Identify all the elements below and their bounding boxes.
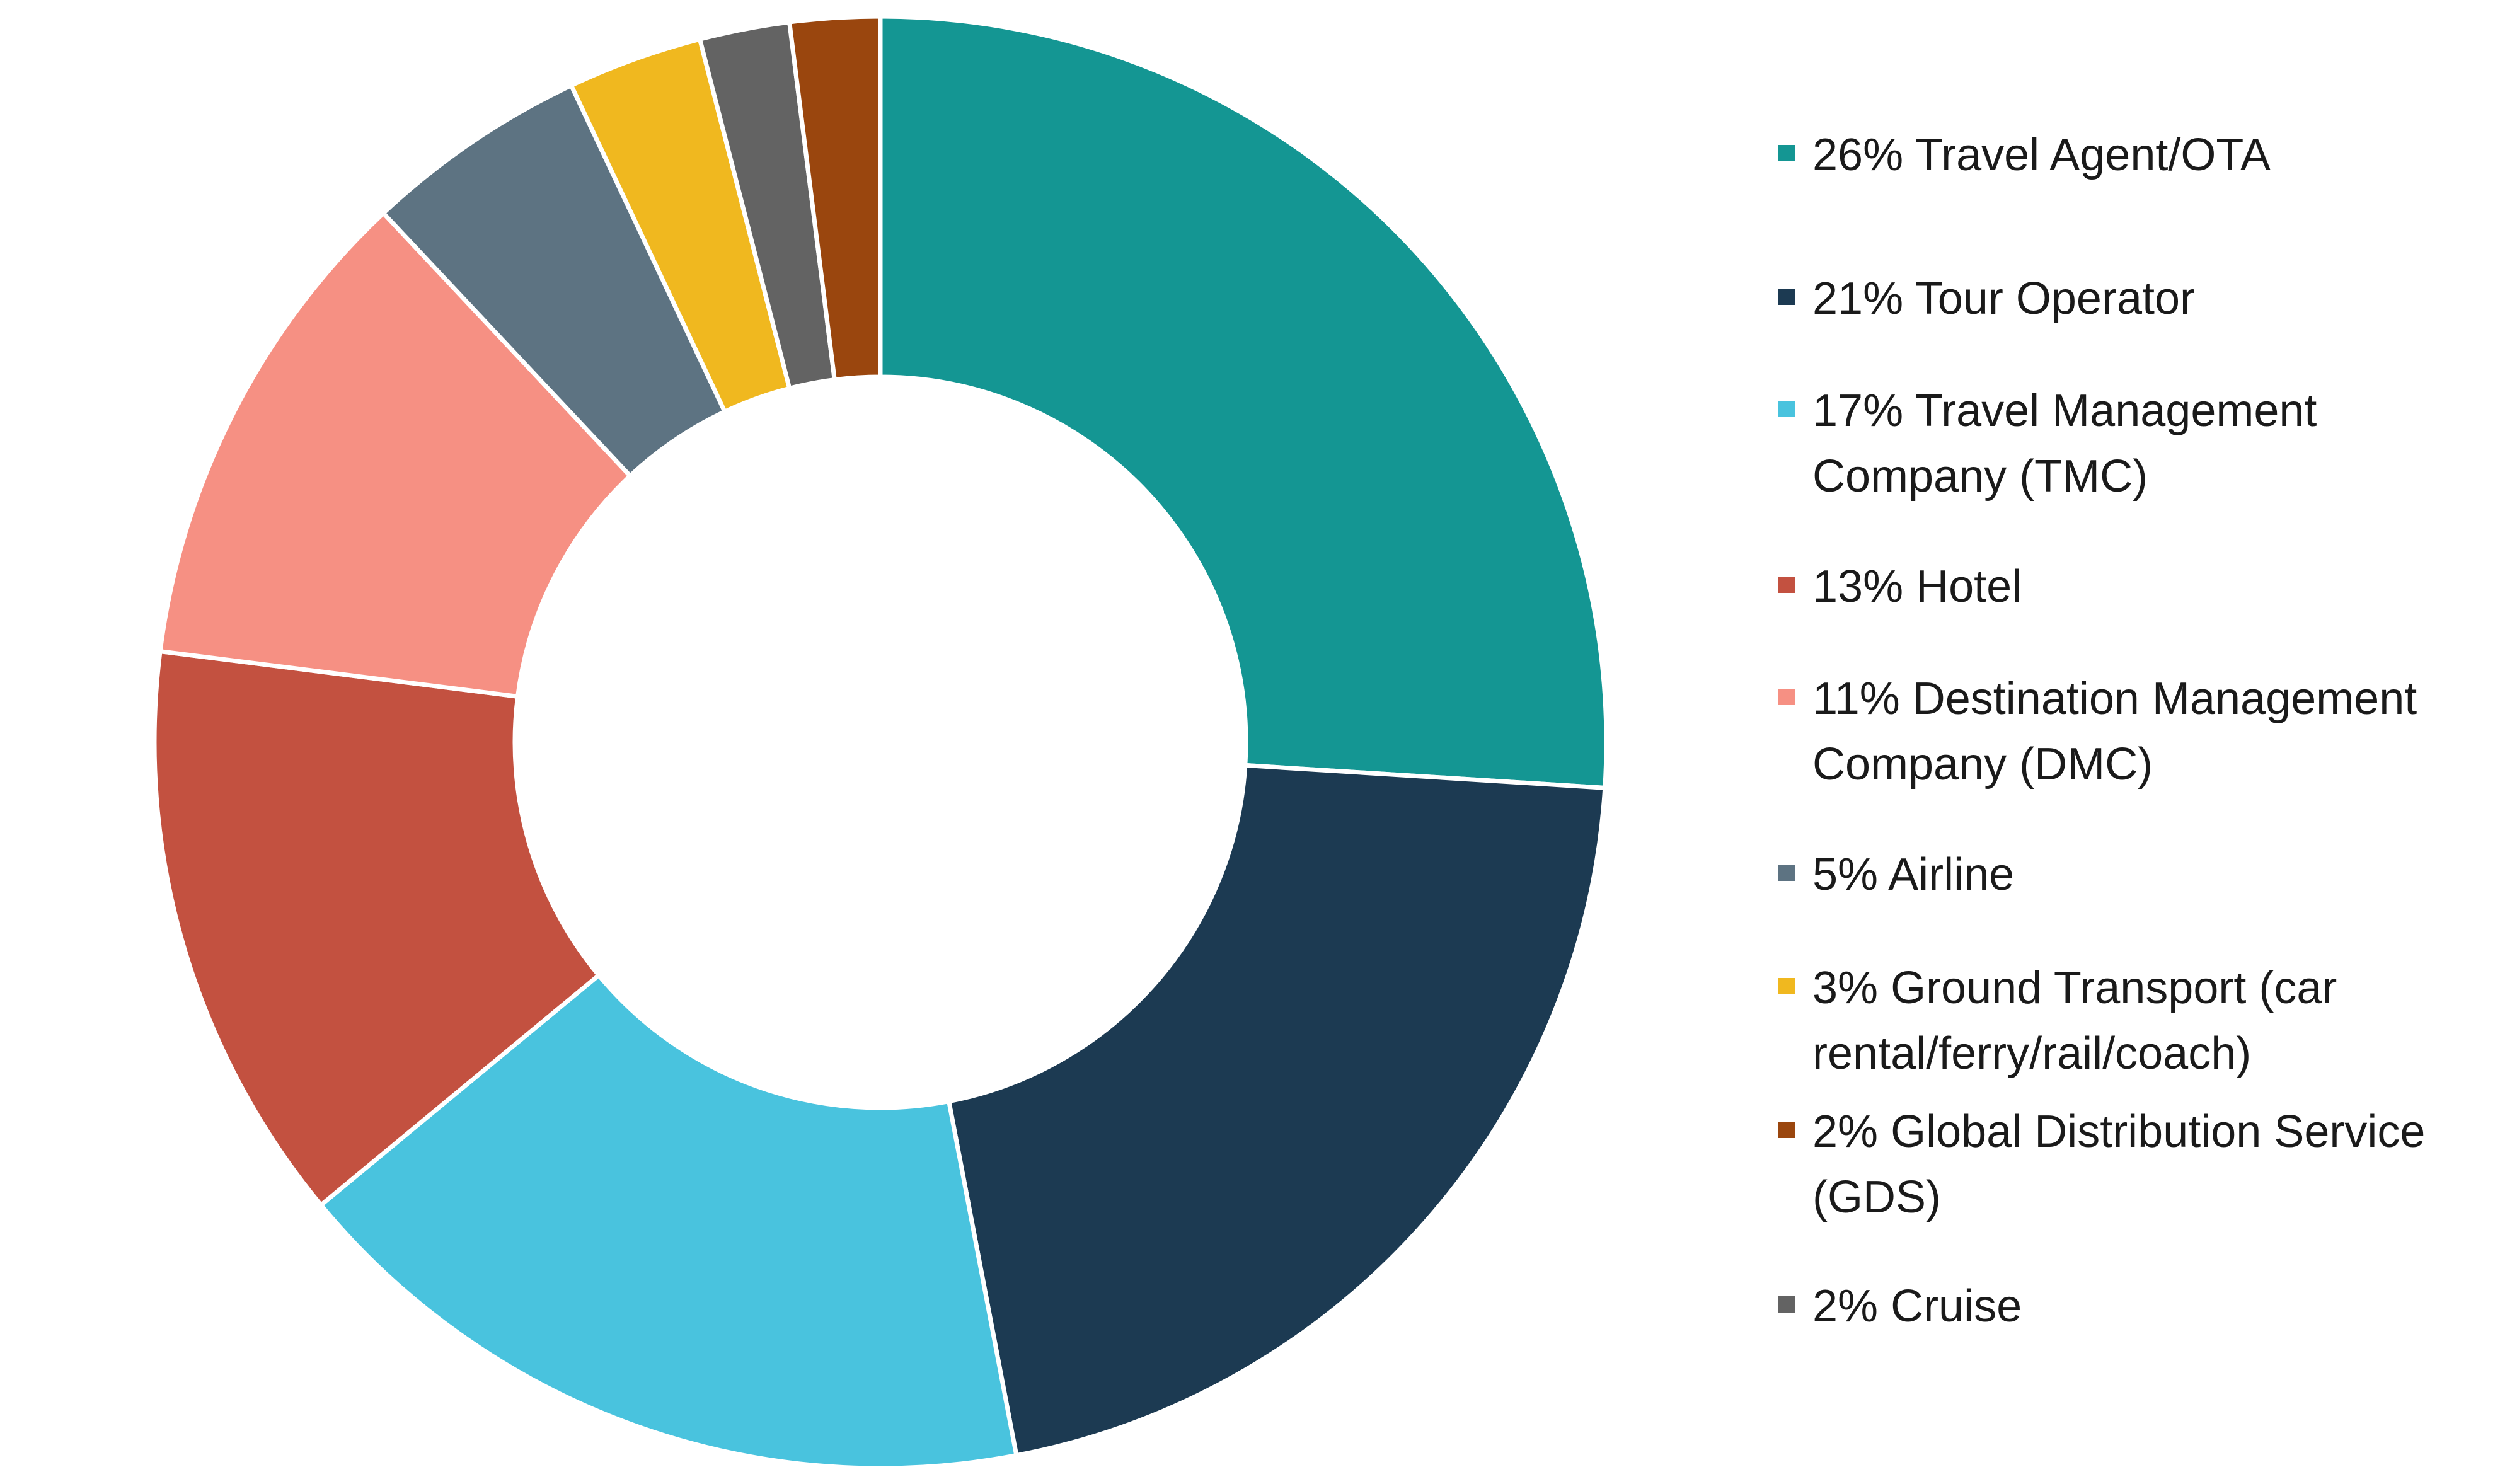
legend-label-7-line-0: 2% Cruise <box>1812 1281 2022 1332</box>
donut-slice-0 <box>878 14 1609 790</box>
donut-slices <box>152 14 1609 1471</box>
legend-swatch-5 <box>1778 865 1795 881</box>
legend-label-0-line-0: 26% Travel Agent/OTA <box>1812 130 2271 180</box>
legend: 26% Travel Agent/OTA 21% Tour Operator 17%… <box>1778 130 2425 1332</box>
legend-label-2-line-0: 17% Travel Management <box>1812 386 2317 436</box>
legend-label-2-line-1: Company (TMC) <box>1812 451 2148 502</box>
donut-slice-8 <box>787 14 883 383</box>
legend-label-3-line-0: 13% Hotel <box>1812 561 2022 612</box>
donut-slice-2 <box>318 973 1019 1471</box>
legend-label-1-line-0: 21% Tour Operator <box>1812 273 2195 324</box>
legend-label-4-line-1: Company (DMC) <box>1812 739 2153 790</box>
legend-label-4-line-0: 11% Destination Management <box>1812 674 2417 724</box>
legend-swatch-7 <box>1778 1296 1795 1313</box>
legend-swatch-3 <box>1778 577 1795 593</box>
legend-swatch-4 <box>1778 689 1795 705</box>
legend-label-8-line-1: (GDS) <box>1812 1172 1941 1222</box>
legend-label-8-line-0: 2% Global Distribution Service <box>1812 1107 2425 1157</box>
donut-slice-4 <box>158 210 633 699</box>
legend-swatch-0 <box>1778 145 1795 161</box>
legend-swatch-6 <box>1778 978 1795 994</box>
legend-swatch-2 <box>1778 401 1795 417</box>
donut-slice-3 <box>152 649 601 1207</box>
legend-label-6-line-0: 3% Ground Transport (car <box>1812 963 2337 1013</box>
legend-label-6-line-1: rental/ferry/rail/coach) <box>1812 1028 2251 1079</box>
legend-swatch-8 <box>1778 1122 1795 1138</box>
legend-swatch-1 <box>1778 289 1795 305</box>
donut-slice-1 <box>947 762 1608 1458</box>
legend-label-5-line-0: 5% Airline <box>1812 849 2014 900</box>
